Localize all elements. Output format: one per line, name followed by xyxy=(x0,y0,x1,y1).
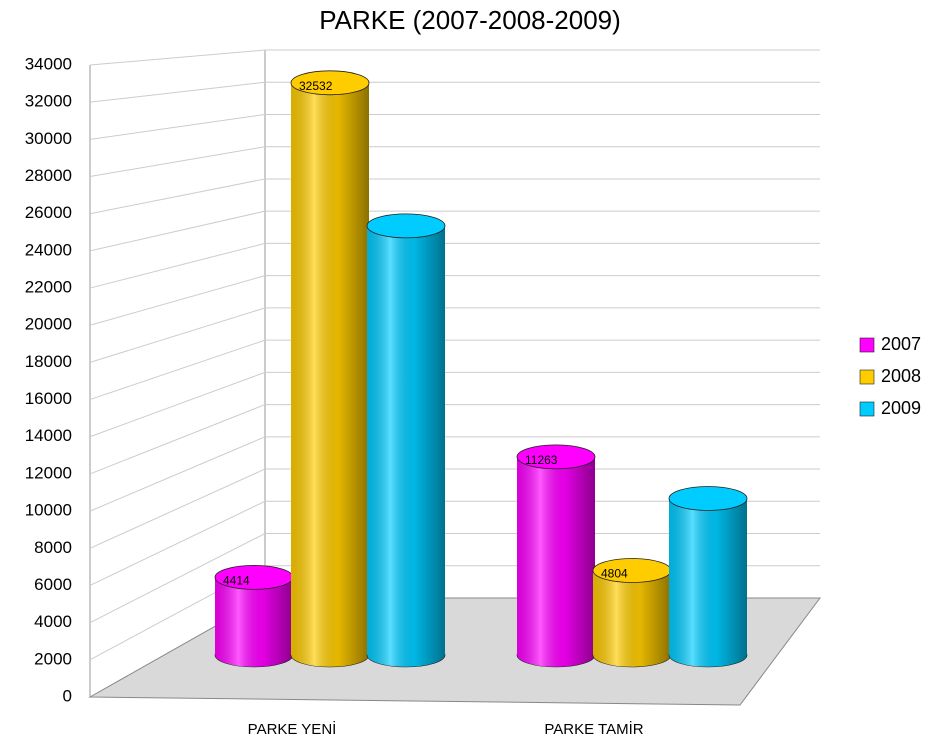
y-tick-label: 10000 xyxy=(25,501,72,520)
grid-line xyxy=(89,178,820,215)
bar-shade xyxy=(517,456,595,655)
cylinder-top xyxy=(366,213,446,239)
grid-line xyxy=(89,275,820,326)
grid-line xyxy=(89,307,820,363)
y-tick-label: 14000 xyxy=(25,426,72,445)
value-label: 4414 xyxy=(223,574,250,588)
grid-line xyxy=(89,81,820,103)
legend-label: 2009 xyxy=(881,398,921,418)
value-label: 32532 xyxy=(299,79,333,93)
cylinder-top xyxy=(290,70,370,96)
y-tick-label: 22000 xyxy=(25,278,72,297)
legend-swatch xyxy=(859,401,875,417)
y-tick-label: 24000 xyxy=(25,240,72,259)
legend-label: 2007 xyxy=(881,334,921,354)
y-tick-label: 2000 xyxy=(34,649,72,668)
grid-line xyxy=(89,113,820,140)
y-tick-label: 28000 xyxy=(25,166,72,185)
grid-line xyxy=(89,436,820,512)
y-tick-label: 16000 xyxy=(25,389,72,408)
legend-swatch xyxy=(859,337,875,353)
y-tick-label: 26000 xyxy=(25,203,72,222)
x-tick-label: PARKE TAMİR xyxy=(544,720,643,738)
y-tick-label: 30000 xyxy=(25,129,72,148)
bar-shade xyxy=(291,82,369,656)
grid-line xyxy=(89,468,820,549)
y-tick-label: 0 xyxy=(63,686,72,705)
y-tick-label: 20000 xyxy=(25,315,72,334)
bar-shade xyxy=(215,577,293,655)
grid-line xyxy=(89,404,820,475)
y-tick-label: 6000 xyxy=(34,575,72,594)
grid-line xyxy=(89,146,820,178)
value-label: 11263 xyxy=(525,453,558,467)
y-tick-label: 12000 xyxy=(25,463,72,482)
grid-line xyxy=(89,210,820,252)
grid-line xyxy=(89,371,820,438)
legend-label: 2008 xyxy=(881,366,921,386)
value-label: 4804 xyxy=(601,567,628,581)
bar-shade xyxy=(593,570,671,655)
grid-line xyxy=(89,339,820,401)
grid-line xyxy=(89,533,820,624)
legend-swatch xyxy=(859,369,875,385)
y-tick-label: 18000 xyxy=(25,352,72,371)
y-tick-label: 4000 xyxy=(34,612,72,631)
bar-shade xyxy=(669,498,747,655)
chart-title: PARKE (2007-2008-2009) xyxy=(319,5,621,35)
grid-line xyxy=(89,500,820,586)
cylinder-top xyxy=(668,486,748,511)
x-tick-label: PARKE YENİ xyxy=(248,720,337,738)
y-tick-label: 34000 xyxy=(25,54,72,73)
y-tick-label: 32000 xyxy=(25,92,72,111)
cylinder-top xyxy=(516,444,596,470)
grid-line xyxy=(89,49,820,66)
bar-shade xyxy=(367,225,445,656)
y-tick-label: 8000 xyxy=(34,538,72,557)
grid-line xyxy=(89,242,820,289)
